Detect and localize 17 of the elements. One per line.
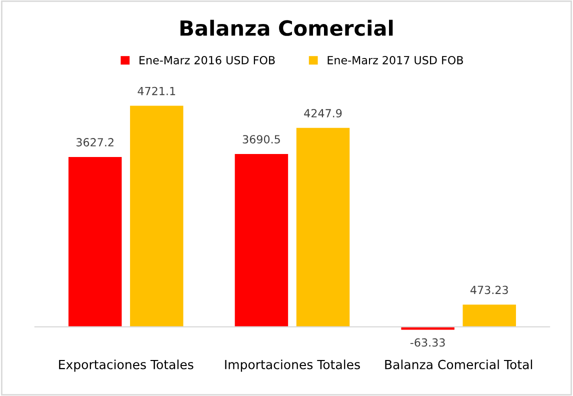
data-label: 3627.2 xyxy=(76,138,114,146)
x-tick-label: Balanza Comercial Total xyxy=(385,360,532,370)
bar xyxy=(462,304,516,327)
bar xyxy=(234,154,288,327)
bar xyxy=(68,156,122,327)
data-label: -63.33 xyxy=(410,338,445,347)
data-label: 3690.5 xyxy=(242,135,280,144)
chart-title: Balanza Comercial xyxy=(180,20,393,36)
bar xyxy=(130,106,184,327)
x-tick-label: Exportaciones Totales xyxy=(59,360,194,372)
data-label: 473.23 xyxy=(470,286,508,294)
legend-label: Ene-Marz 2017 USD FOB xyxy=(328,56,463,64)
data-label: 4247.9 xyxy=(304,108,342,118)
data-label: 4721.1 xyxy=(138,86,176,96)
bar xyxy=(296,128,350,327)
legend-label: Ene-Marz 2016 USD FOB xyxy=(140,56,275,64)
x-tick-label: Importaciones Totales xyxy=(225,360,360,372)
